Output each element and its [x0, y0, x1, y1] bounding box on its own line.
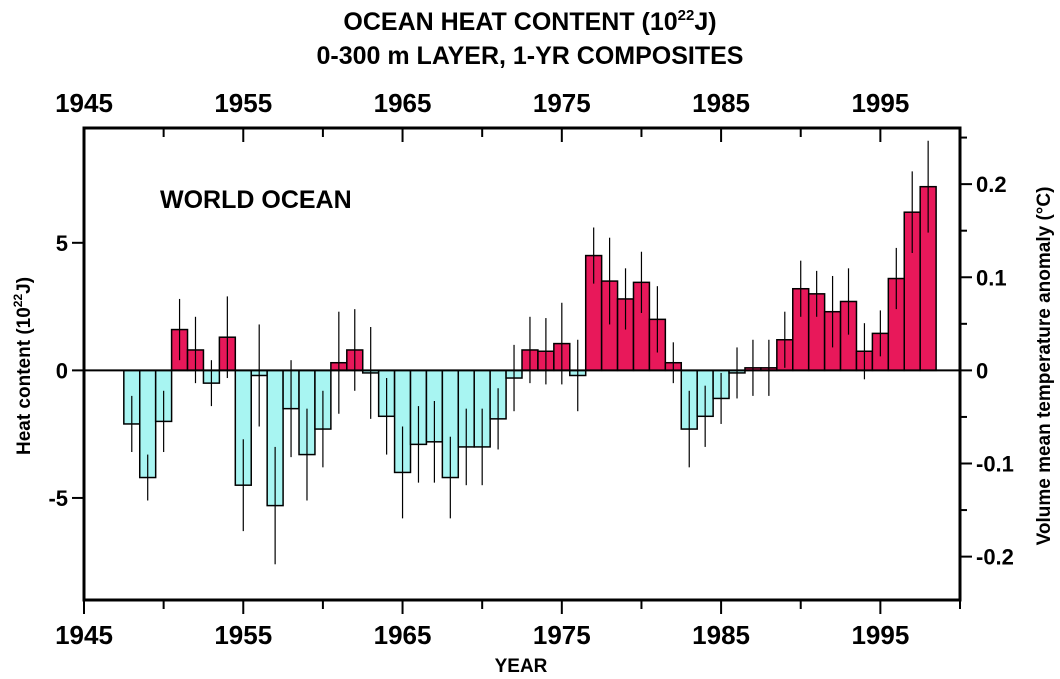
x-ticks-top: 1945 1955 1965 1975 1985 1995 [55, 88, 961, 142]
x-axis-title: YEAR [495, 656, 548, 677]
x-tick-label-bottom-1985: 1985 [692, 620, 750, 650]
y-right-tick-label--0.2: -0.2 [976, 545, 1014, 570]
x-tick-label-bottom-1965: 1965 [374, 620, 432, 650]
chart-title-line1: OCEAN HEAT CONTENT (1022J) [343, 7, 716, 36]
x-tick-label-bottom-1975: 1975 [533, 620, 591, 650]
y-left-tick-label-0: 0 [56, 358, 68, 383]
y-right-tick-label-0.1: 0.1 [976, 265, 1007, 290]
y-right-tick-label--0.1: -0.1 [976, 452, 1014, 477]
x-tick-label-top-1995: 1995 [851, 88, 909, 118]
error-bars-group [131, 140, 929, 565]
plot-frame [82, 126, 962, 602]
y-right-tick-label-0.2: 0.2 [976, 172, 1007, 197]
y-axis-title-left: Heat content (1022J) [11, 277, 35, 455]
x-tick-label-top-1985: 1985 [692, 88, 750, 118]
annotation-world-ocean: WORLD OCEAN [160, 186, 352, 214]
y-left-tick-label--5: -5 [48, 486, 68, 511]
x-ticks-bottom: 1945 1955 1965 1975 1985 1995 [55, 600, 961, 650]
chart-title-line2: 0-300 m LAYER, 1-YR COMPOSITES [317, 42, 744, 70]
y-left-tick-label-5: 5 [56, 231, 68, 256]
y-right-tick-label-0: 0 [976, 358, 988, 383]
x-tick-label-top-1965: 1965 [374, 88, 432, 118]
y-axis-title-right: Volume mean temperature anomaly (°C) [1034, 187, 1055, 546]
y-ticks-right: 0.2 0.1 0 -0.1 -0.2 [960, 136, 1014, 570]
x-tick-label-top-1955: 1955 [214, 88, 272, 118]
x-tick-label-top-1945: 1945 [55, 88, 113, 118]
x-tick-label-bottom-1945: 1945 [55, 620, 113, 650]
y-ticks-left: 5 0 -5 [48, 231, 84, 511]
x-tick-label-bottom-1955: 1955 [214, 620, 272, 650]
x-tick-label-bottom-1995: 1995 [851, 620, 909, 650]
x-tick-label-top-1975: 1975 [533, 88, 591, 118]
